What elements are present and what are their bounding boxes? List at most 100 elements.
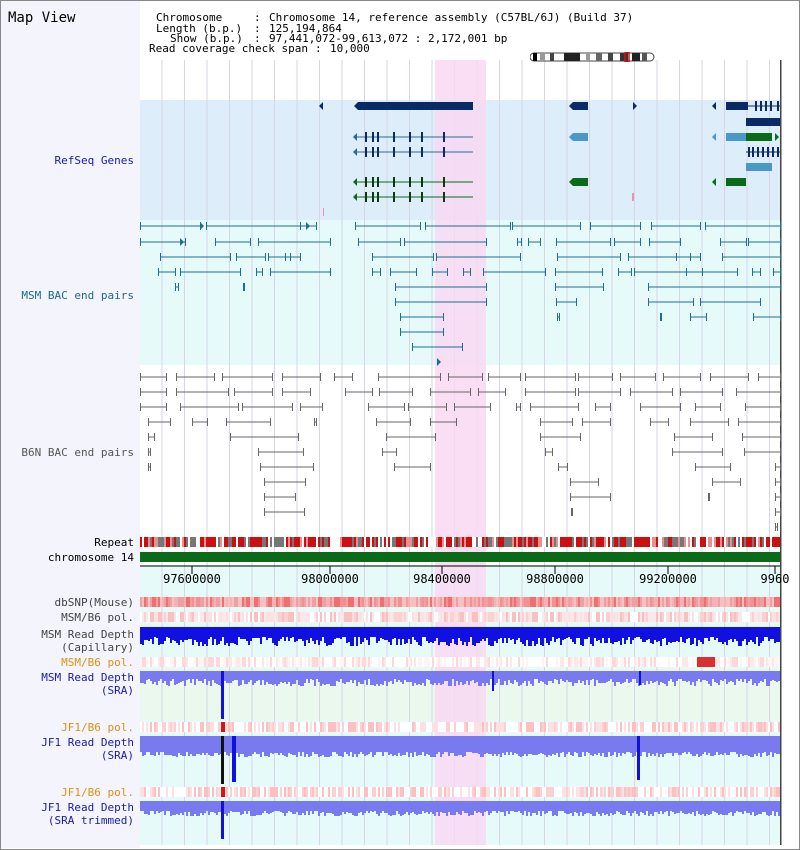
heat-cell [270,787,272,797]
repeat-mark [432,537,434,547]
heat-cell [724,722,726,732]
depth-bar [690,627,692,645]
heat-cell [680,722,682,732]
depth-bar [434,627,436,641]
depth-bar [530,627,532,646]
b6n-bac-label[interactable]: B6N BAC end pairs [21,446,134,459]
heat-cell [694,787,696,797]
heat-cell [654,612,656,622]
depth-bar [720,801,722,814]
heat-cell [540,787,542,797]
heat-cell [622,722,624,732]
heat-cell [180,722,182,732]
depth-bar [484,801,486,812]
heat-cell [178,657,180,667]
heat-cell [276,612,278,622]
repeat-mark [200,537,202,547]
depth-bar [374,671,376,686]
bac-end [648,283,649,291]
depth-bar [638,801,640,816]
heat-cell [418,597,420,607]
heat-cell [470,597,472,607]
heat-cell [734,787,736,797]
heat-cell [264,722,266,732]
heat-cell [732,787,734,797]
bac-end [358,238,359,246]
heat-cell [280,657,282,667]
depth-bar [144,801,146,814]
heat-cell [700,722,702,732]
heat-cell [286,722,288,732]
heat-cell [572,657,574,667]
bac-end [631,268,632,276]
depth-bar [374,736,376,755]
depth-bar [750,671,752,679]
depth-bar [772,627,774,639]
heat-cell [460,612,462,622]
heat-cell [202,597,204,607]
heat-cell [420,787,422,797]
heat-cell [176,597,178,607]
refseq-genes-label[interactable]: RefSeq Genes [54,154,134,167]
bac-end [470,268,471,276]
heat-cell [270,612,272,622]
heat-cell [692,722,694,732]
heat-cell [234,787,236,797]
depth-bar [498,736,500,754]
heat-cell [462,722,464,732]
heat-cell [534,612,536,622]
repeat-mark [156,537,158,547]
depth-bar [380,627,382,638]
repeat-mark [660,537,662,547]
heat-cell [208,787,210,797]
depth-bar [602,801,604,813]
depth-bar [684,801,686,814]
depth-bar [634,671,636,679]
chromosome-ideogram[interactable] [530,52,655,62]
heat-cell [690,787,692,797]
strand-arrow [354,102,358,110]
depth-bar [144,627,146,640]
depth-bar [450,736,452,753]
repeat-mark [428,537,430,547]
depth-bar [410,801,412,813]
depth-bar [684,736,686,752]
repeat-mark [210,537,212,547]
repeat-mark [486,537,488,547]
bac-end [180,403,181,411]
heat-cell [376,597,378,607]
repeat-mark [648,537,650,547]
depth-bar [218,801,220,812]
depth-bar [162,801,164,811]
heat-cell [408,722,410,732]
heat-cell [364,722,366,732]
heat-cell [466,657,468,667]
heat-cell [318,787,320,797]
heat-cell [276,722,278,732]
depth-bar [196,671,198,679]
heat-cell [316,722,318,732]
repeat-mark [504,537,506,547]
heat-cell [416,787,418,797]
depth-bar [704,627,706,638]
bac-end [433,253,434,261]
depth-bar [348,671,350,682]
msm-bac-label[interactable]: MSM BAC end pairs [21,289,134,302]
heat-cell [768,787,770,797]
heat-cell [570,597,572,607]
heat-cell [630,722,632,732]
repeat-mark [556,537,558,547]
heat-cell [318,657,320,667]
depth-bar [640,627,642,639]
heat-cell [420,657,422,667]
bac-end [650,418,651,426]
heat-cell [486,657,488,667]
heat-cell [466,612,468,622]
repeat-mark [538,537,540,547]
depth-bar [640,801,642,812]
span-colon: : [315,42,322,55]
heat-cell [720,612,722,622]
depth-bar [452,736,454,753]
heat-cell [428,722,430,732]
